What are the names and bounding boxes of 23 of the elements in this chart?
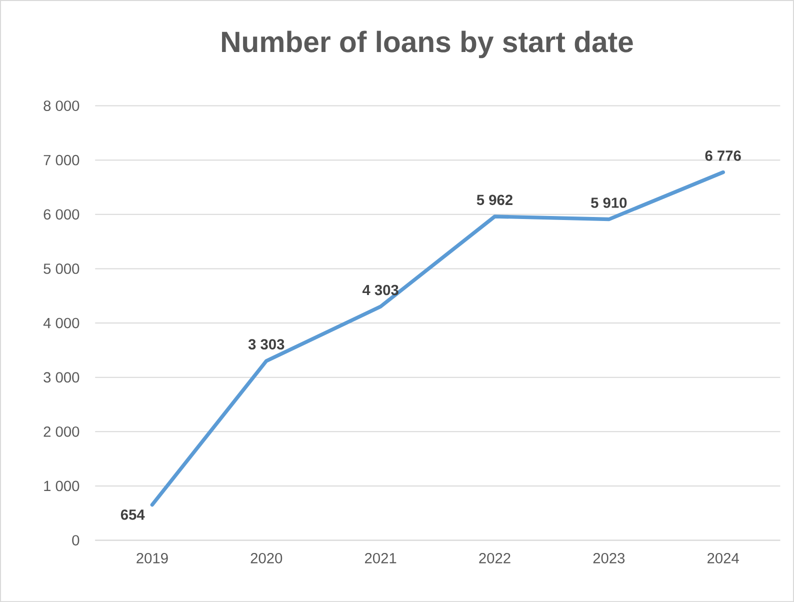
y-tick-label: 6 000 <box>44 209 80 220</box>
y-tick-label: 0 <box>72 535 80 546</box>
x-tick-label: 2020 <box>250 552 282 564</box>
line-series <box>150 170 725 507</box>
y-tick-label: 5 000 <box>44 264 80 274</box>
data-label: 5 910 <box>591 198 627 208</box>
x-tick-label: 2023 <box>593 552 625 564</box>
x-tick-label: 2024 <box>708 552 739 564</box>
y-tick-label: 2 000 <box>44 426 80 437</box>
y-tick-label: 7 000 <box>44 154 80 166</box>
y-tick-label: 1 000 <box>44 480 80 492</box>
data-label: 3 303 <box>248 339 284 350</box>
y-tick-label: 8 000 <box>44 100 80 111</box>
data-label: 5 962 <box>476 194 512 206</box>
x-tick-label: 2022 <box>479 552 510 564</box>
data-label: 6 776 <box>705 150 741 161</box>
data-label: 4 303 <box>362 284 398 296</box>
data-label: 654 <box>120 509 145 520</box>
y-tick-label: 4 000 <box>43 318 80 328</box>
chart-title: Number of loans by start date <box>222 30 633 58</box>
y-tick-label: 3 000 <box>44 372 80 383</box>
x-tick-label: 2021 <box>364 552 396 564</box>
x-tick-label: 2019 <box>136 552 168 564</box>
